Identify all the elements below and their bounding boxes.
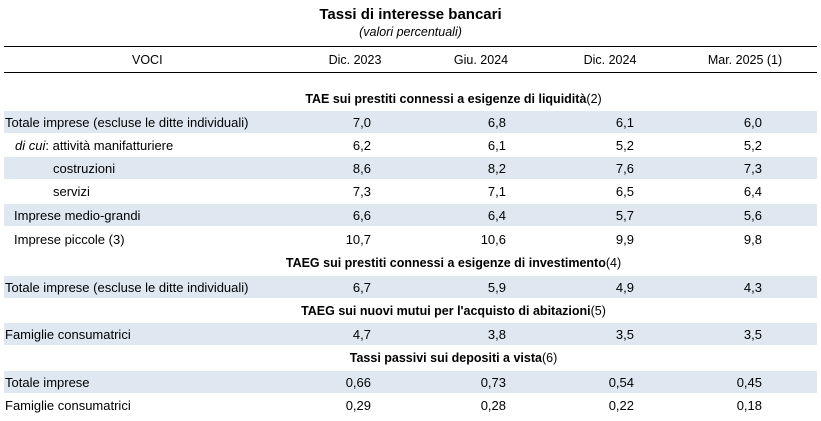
row-value: 7,3 bbox=[352, 183, 371, 199]
row-value: 0,73 bbox=[480, 374, 506, 390]
row-value: 6,7 bbox=[352, 279, 371, 295]
table-row: Imprese piccole (3) 10,7 10,6 9,9 9,8 bbox=[4, 228, 817, 250]
header-col-3: Dic. 2024 bbox=[583, 53, 637, 67]
row-value: 6,2 bbox=[352, 137, 371, 153]
row-value: 5,2 bbox=[743, 137, 762, 153]
table-row: costruzioni 8,6 8,2 7,6 7,3 bbox=[4, 157, 817, 179]
row-value: 0,18 bbox=[736, 397, 762, 413]
row-value: 4,3 bbox=[743, 279, 762, 295]
top-rule bbox=[4, 46, 817, 47]
table-row: di cui: attività manifatturiere 6,2 6,1 … bbox=[4, 134, 817, 156]
row-label: Famiglie consumatrici bbox=[5, 397, 131, 413]
table-row: Totale imprese 0,66 0,73 0,54 0,45 bbox=[4, 371, 817, 393]
table-row: Totale imprese (escluse le ditte individ… bbox=[4, 111, 817, 133]
table-subtitle: (valori percentuali) bbox=[359, 25, 462, 39]
row-label: Imprese medio-grandi bbox=[14, 207, 141, 223]
row-value: 7,1 bbox=[487, 183, 506, 199]
section-title: TAE sui prestiti connessi a esigenze di … bbox=[305, 92, 587, 106]
row-value: 10,6 bbox=[480, 231, 506, 247]
row-value: 7,6 bbox=[615, 160, 634, 176]
row-value: 5,6 bbox=[743, 207, 762, 223]
section-note: (6) bbox=[541, 351, 558, 365]
row-label: Totale imprese (escluse le ditte individ… bbox=[5, 279, 249, 295]
row-value: 0,45 bbox=[736, 374, 762, 390]
row-value: 7,0 bbox=[352, 114, 371, 130]
row-value: 6,1 bbox=[615, 114, 634, 130]
header-col-1: Dic. 2023 bbox=[328, 53, 382, 67]
section-note: (4) bbox=[605, 256, 622, 270]
table-row: Famiglie consumatrici 4,7 3,8 3,5 3,5 bbox=[4, 323, 817, 345]
row-value: 4,7 bbox=[352, 326, 371, 342]
row-value: 0,29 bbox=[345, 397, 371, 413]
row-label: costruzioni bbox=[53, 160, 116, 176]
row-value: 6,1 bbox=[487, 137, 506, 153]
row-value: 6,5 bbox=[615, 183, 634, 199]
row-value: 0,66 bbox=[345, 374, 371, 390]
row-value: 3,5 bbox=[743, 326, 762, 342]
row-label: Imprese piccole (3) bbox=[14, 231, 125, 247]
row-label: di cui: attività manifatturiere bbox=[15, 134, 173, 156]
row-label: Famiglie consumatrici bbox=[5, 326, 131, 342]
table-title: Tassi di interesse bancari bbox=[319, 6, 502, 23]
row-label: Totale imprese bbox=[5, 374, 90, 390]
row-value: 6,0 bbox=[743, 114, 762, 130]
section-header: TAEG sui prestiti connessi a esigenze di… bbox=[0, 253, 821, 273]
section-title: TAEG sui nuovi mutui per l'acquisto di a… bbox=[301, 304, 591, 318]
row-value: 3,5 bbox=[615, 326, 634, 342]
table-row: Famiglie consumatrici 0,29 0,28 0,22 0,1… bbox=[4, 394, 817, 416]
row-value: 8,6 bbox=[352, 160, 371, 176]
section-title: TAEG sui prestiti connessi a esigenze di… bbox=[285, 256, 606, 270]
row-value: 5,7 bbox=[615, 207, 634, 223]
header-col-2: Giu. 2024 bbox=[453, 53, 509, 67]
row-label-italic: di cui bbox=[15, 137, 46, 153]
column-header: VOCI Dic. 2023 Giu. 2024 Dic. 2024 Mar. … bbox=[0, 51, 821, 69]
row-value: 4,9 bbox=[615, 279, 634, 295]
section-note: (5) bbox=[590, 304, 606, 318]
row-value: 6,4 bbox=[487, 207, 506, 223]
row-value: 0,54 bbox=[608, 374, 634, 390]
header-col-4: Mar. 2025 (1) bbox=[707, 53, 783, 67]
row-label: servizi bbox=[53, 183, 90, 199]
row-value: 5,2 bbox=[615, 137, 634, 153]
row-value: 3,8 bbox=[487, 326, 506, 342]
table-row: servizi 7,3 7,1 6,5 6,4 bbox=[4, 180, 817, 202]
row-value: 0,28 bbox=[480, 397, 506, 413]
row-value: 7,3 bbox=[743, 160, 762, 176]
header-voci: VOCI bbox=[132, 53, 163, 67]
row-value: 0,22 bbox=[608, 397, 634, 413]
section-note: (2) bbox=[586, 92, 602, 106]
table-row: Imprese medio-grandi 6,6 6,4 5,7 5,6 bbox=[4, 204, 817, 226]
section-title: Tassi passivi sui depositi a vista bbox=[349, 351, 542, 365]
row-value: 6,8 bbox=[487, 114, 506, 130]
row-value: 6,6 bbox=[352, 207, 371, 223]
row-value: 5,9 bbox=[487, 279, 506, 295]
row-value: 10,7 bbox=[345, 231, 371, 247]
row-value: 9,9 bbox=[615, 231, 634, 247]
header-rule bbox=[4, 72, 817, 73]
row-value: 9,8 bbox=[743, 231, 762, 247]
section-header: TAE sui prestiti connessi a esigenze di … bbox=[0, 89, 821, 109]
table-row: Totale imprese (escluse le ditte individ… bbox=[4, 276, 817, 298]
row-value: 8,2 bbox=[487, 160, 506, 176]
section-header: TAEG sui nuovi mutui per l'acquisto di a… bbox=[0, 301, 821, 321]
row-label-rest: : attività manifatturiere bbox=[45, 137, 174, 153]
row-label: Totale imprese (escluse le ditte individ… bbox=[5, 114, 249, 130]
section-header: Tassi passivi sui depositi a vista (6) bbox=[0, 348, 821, 368]
row-value: 6,4 bbox=[743, 183, 762, 199]
